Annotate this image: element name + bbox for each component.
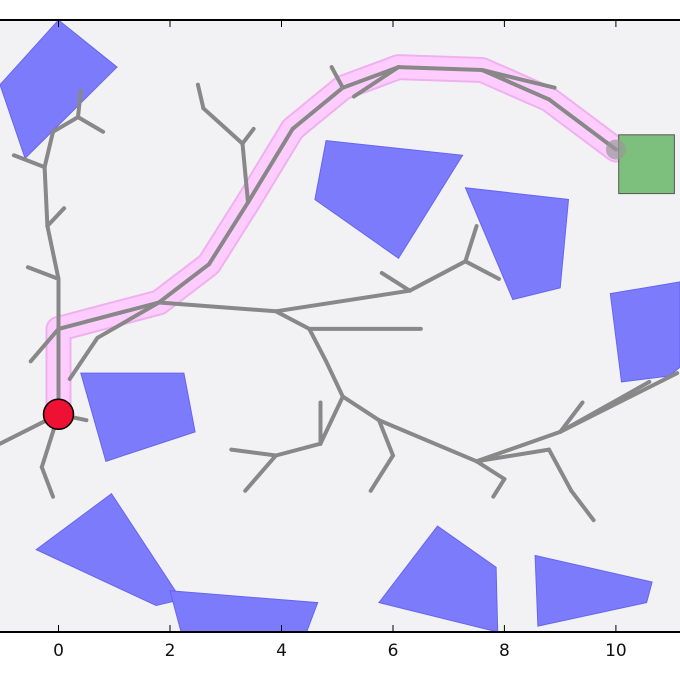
tree-edge-37 xyxy=(463,259,501,281)
tree-edge-10 xyxy=(25,265,61,281)
tree-edge-43 xyxy=(318,394,345,446)
tree-edge-54 xyxy=(558,371,680,434)
tree-edge-32 xyxy=(195,82,206,111)
obstacle-3 xyxy=(464,187,570,301)
goal-point xyxy=(605,139,626,160)
tree-edge-21 xyxy=(290,85,345,131)
tree-edge-6 xyxy=(11,153,47,170)
tree-edge-36 xyxy=(463,224,479,264)
tree-edge-8 xyxy=(76,88,83,120)
tree-edge-20 xyxy=(246,126,295,205)
obstacle-1 xyxy=(0,19,118,160)
tree-edge-15 xyxy=(39,465,55,499)
tree-edge-25 xyxy=(547,97,618,152)
tree-edge-18 xyxy=(156,262,211,305)
tree-edge-55 xyxy=(474,447,551,464)
x-tick-label: 6 xyxy=(388,641,399,661)
tree-edge-46 xyxy=(243,453,278,493)
obstacle-9 xyxy=(534,554,653,627)
tree-edge-33 xyxy=(156,300,278,314)
tree-edge-11 xyxy=(45,206,67,228)
tree-edge-12 xyxy=(28,326,61,364)
x-tick-label: 2 xyxy=(165,641,176,661)
tree-edge-29 xyxy=(240,141,250,205)
tree-edge-26 xyxy=(329,65,345,90)
markers-layer xyxy=(42,134,675,431)
tree-edge-51 xyxy=(377,418,479,464)
tree-edge-49 xyxy=(377,418,395,458)
tree-edge-47 xyxy=(229,447,278,458)
x-tick-label: 10 xyxy=(605,641,627,661)
tree-edge-56 xyxy=(547,447,574,493)
tree-edge-31 xyxy=(240,126,256,146)
tree-edge-62 xyxy=(67,335,100,381)
tree-edge-3 xyxy=(45,224,61,281)
tree-edge-52 xyxy=(474,429,563,464)
tree-edge-30 xyxy=(201,106,245,146)
tree-edge-35 xyxy=(407,259,468,293)
x-tick-label: 4 xyxy=(276,641,287,661)
start-point xyxy=(42,398,75,431)
x-tick-label: 0 xyxy=(53,641,64,661)
tree-edge-5 xyxy=(42,129,55,170)
obstacles-layer xyxy=(0,19,680,633)
tree-edge-19 xyxy=(207,200,250,267)
obstacle-4 xyxy=(609,281,680,383)
tree-edge-42 xyxy=(324,359,345,399)
tree-edge-9 xyxy=(76,115,106,134)
tree-edge-57 xyxy=(569,488,596,523)
obstacle-2 xyxy=(314,140,464,260)
tree-edge-58 xyxy=(474,459,507,481)
goal-region xyxy=(618,134,675,195)
tree-edge-34 xyxy=(273,288,412,314)
tree-edge-27 xyxy=(351,65,401,99)
tree-edge-50 xyxy=(368,453,395,493)
tree-edge-17 xyxy=(56,300,161,331)
tree-edge-24 xyxy=(480,68,551,102)
tree-edge-61 xyxy=(95,300,161,340)
tree-edge-28 xyxy=(480,68,557,90)
obstacle-8 xyxy=(378,525,499,633)
tree-edge-22 xyxy=(340,65,401,90)
tree-edge-39 xyxy=(273,309,312,331)
tree-edge-44 xyxy=(273,441,323,458)
x-axis: 0 2 4 6 8 10 xyxy=(0,19,680,661)
tree-edge-7 xyxy=(51,115,80,134)
tree-edge-4 xyxy=(42,165,50,228)
x-tick-label: 8 xyxy=(499,641,510,661)
obstacle-5 xyxy=(80,372,196,462)
tree-edge-60 xyxy=(558,400,585,434)
tree-edge-48 xyxy=(340,394,381,423)
tree-edge-59 xyxy=(491,477,507,499)
tree-edge-41 xyxy=(307,326,329,364)
tree-edge-23 xyxy=(396,65,485,72)
tree-edge-38 xyxy=(379,271,412,293)
